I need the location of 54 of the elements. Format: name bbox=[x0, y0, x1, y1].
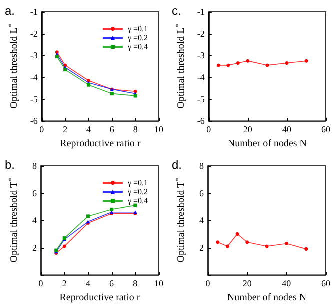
y-tick-label: -6 bbox=[196, 116, 205, 126]
x-tick-label: 8 bbox=[133, 278, 138, 289]
y-tick-label: -6 bbox=[30, 116, 38, 126]
legend-label: γ =0.4 bbox=[126, 42, 148, 52]
chart-title: d. bbox=[172, 158, 182, 172]
x-tick-label: 0 bbox=[206, 124, 212, 135]
legend-label: γ =0.1 bbox=[126, 24, 148, 34]
x-tick-label: 20 bbox=[242, 278, 252, 289]
chart-title: c. bbox=[172, 4, 181, 18]
legend-label: γ =0.1 bbox=[126, 178, 148, 188]
legend-label: γ =0.2 bbox=[126, 188, 148, 196]
x-tick-label: 0 bbox=[40, 124, 45, 135]
chart-title: a. bbox=[5, 4, 16, 18]
x-tick-label: 0 bbox=[38, 278, 44, 289]
y-tick-label: 6 bbox=[32, 188, 38, 198]
y-tick-label: -2 bbox=[30, 28, 38, 39]
y-tick-label: -5 bbox=[196, 94, 205, 104]
y-tick-label: -3 bbox=[196, 50, 205, 61]
y-tick-label: -4 bbox=[196, 72, 205, 82]
x-axis-title: Number of nodes N bbox=[226, 292, 306, 304]
y-tick-label: 4 bbox=[32, 216, 38, 226]
x-tick-label: 4 bbox=[86, 124, 92, 135]
y-tick-label: 6 bbox=[199, 188, 204, 198]
x-tick-label: 2 bbox=[62, 278, 67, 289]
x-tick-label: 40 bbox=[282, 278, 292, 289]
x-tick-label: 2 bbox=[63, 124, 68, 135]
x-tick-label: 20 bbox=[242, 124, 252, 135]
x-tick-label: 0 bbox=[205, 278, 210, 289]
y-tick-label: 2 bbox=[32, 242, 37, 253]
y-tick-label: -5 bbox=[30, 94, 38, 104]
y-tick-label: -3 bbox=[30, 50, 38, 61]
x-tick-label: 60 bbox=[321, 278, 330, 289]
y-tick-label: 4 bbox=[199, 216, 204, 226]
y-tick-label: 2 bbox=[199, 242, 204, 253]
y-tick-label: 8 bbox=[32, 161, 38, 171]
y-tick-label: -2 bbox=[196, 28, 204, 39]
y-tick-label: -1 bbox=[30, 7, 38, 17]
x-tick-label: 8 bbox=[133, 124, 138, 135]
y-tick-label: 8 bbox=[199, 161, 204, 171]
legend-label: γ =0.2 bbox=[126, 34, 148, 42]
y-tick-label: -4 bbox=[30, 72, 38, 82]
x-axis-title: Reproductive ratio r bbox=[60, 138, 142, 150]
x-tick-label: 40 bbox=[282, 124, 292, 135]
x-axis-title: Reproductive ratio r bbox=[60, 292, 141, 304]
chart-title: b. bbox=[5, 158, 16, 172]
x-tick-label: 10 bbox=[154, 124, 164, 135]
y-tick-label: -1 bbox=[196, 7, 204, 17]
x-axis-title: Number of nodes N bbox=[227, 138, 307, 150]
x-tick-label: 10 bbox=[154, 278, 164, 289]
x-tick-label: 4 bbox=[86, 278, 91, 289]
x-tick-label: 6 bbox=[110, 278, 115, 289]
x-tick-label: 60 bbox=[321, 124, 330, 135]
legend-label: γ =0.4 bbox=[126, 196, 148, 206]
x-tick-label: 6 bbox=[110, 124, 115, 135]
